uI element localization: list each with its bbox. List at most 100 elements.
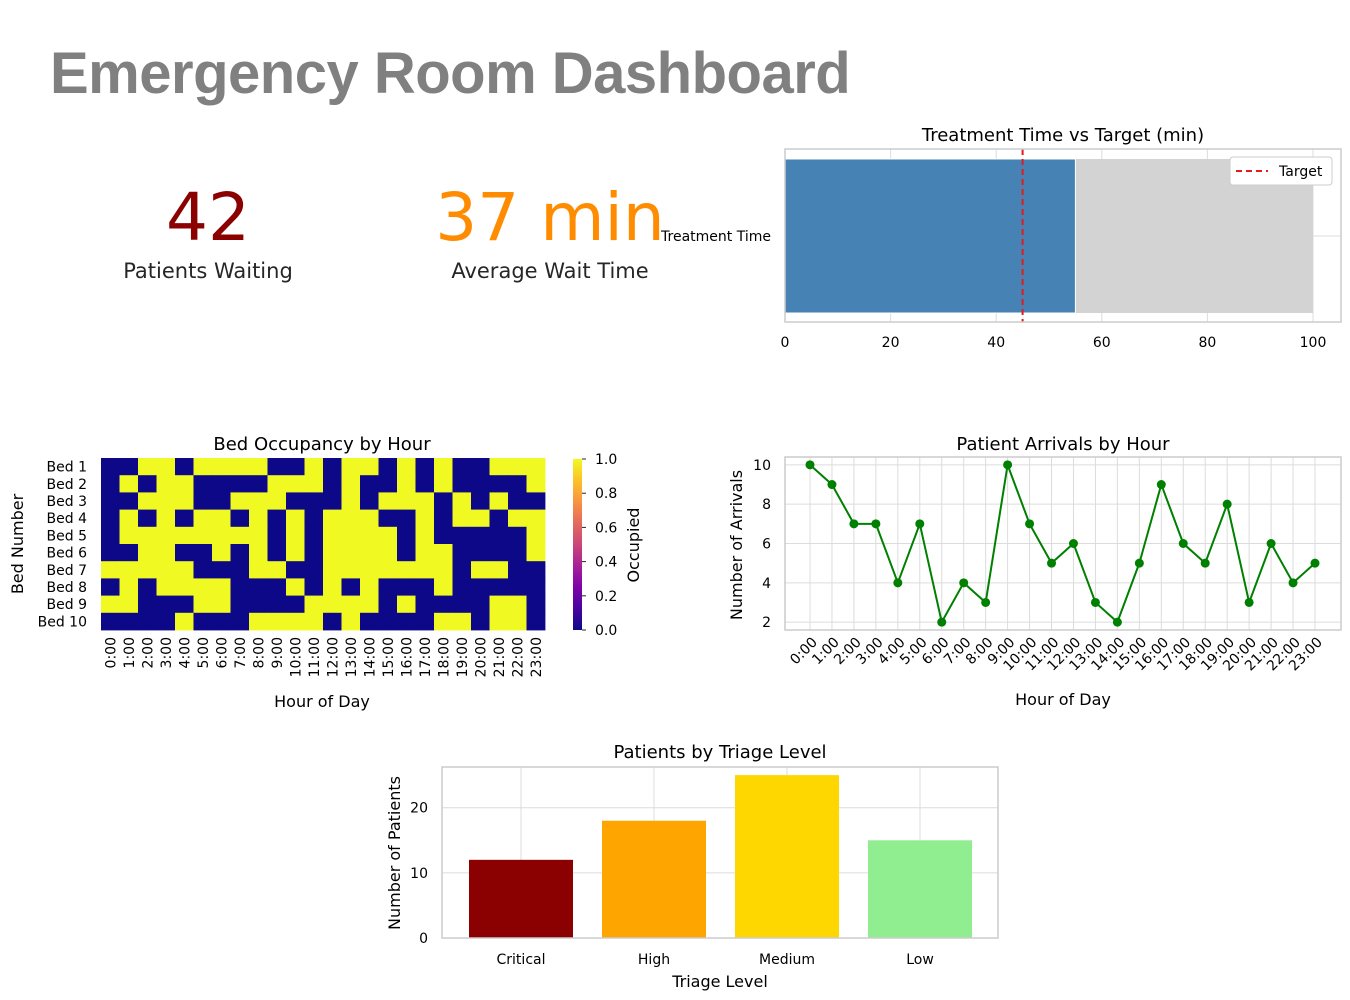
- heatmap-cell: [286, 458, 305, 476]
- heatmap-cell: [267, 544, 287, 562]
- heatmap-cell: [378, 458, 398, 476]
- chart-title: Treatment Time vs Target (min): [921, 125, 1204, 146]
- heatmap-cell: [119, 544, 139, 562]
- heatmap-cell: [323, 526, 342, 545]
- heatmap-cell: [138, 492, 157, 510]
- heatmap-cell: [101, 544, 120, 562]
- heatmap-cell: [230, 509, 250, 528]
- data-point: [915, 519, 925, 529]
- y-tick-label: Bed 7: [47, 563, 87, 579]
- x-tick-label: 7:00: [233, 637, 249, 668]
- heatmap-cell: [341, 595, 361, 614]
- heatmap-cell: [286, 492, 305, 510]
- data-point: [1003, 460, 1013, 470]
- heatmap-cell: [230, 492, 250, 510]
- heatmap-cell: [489, 526, 509, 545]
- heatmap-cell: [304, 595, 324, 614]
- bar-critical: [469, 859, 573, 938]
- y-tick-label: 4: [762, 576, 771, 592]
- heatmap-cell: [138, 612, 157, 631]
- heatmap-cell: [175, 595, 194, 614]
- x-tick-label: 6:00: [214, 637, 230, 668]
- heatmap-cell: [489, 595, 509, 614]
- heatmap-cell: [397, 492, 416, 510]
- x-tick-label: 20:00: [473, 637, 489, 677]
- heatmap-cell: [360, 458, 379, 476]
- heatmap-cell: [434, 509, 453, 528]
- heatmap-cell: [286, 561, 305, 579]
- heatmap-cell: [508, 612, 527, 631]
- heatmap-cell: [360, 509, 379, 528]
- heatmap-cell: [101, 475, 120, 493]
- x-tick-label: 13:00: [344, 637, 360, 677]
- heatmap-cell: [175, 612, 194, 631]
- heatmap-cell: [156, 458, 176, 476]
- bar-low: [868, 840, 972, 938]
- data-point: [849, 519, 859, 529]
- heatmap-cell: [101, 526, 120, 545]
- y-axis-label: Bed Number: [8, 493, 27, 594]
- heatmap-cell: [526, 544, 546, 562]
- heatmap-cell: [323, 612, 342, 631]
- heatmap-cell: [397, 475, 416, 493]
- x-tick-label: 20: [882, 335, 900, 351]
- heatmap-cell: [101, 595, 120, 614]
- x-tick-label: 14:00: [362, 637, 378, 677]
- heatmap-cell: [119, 595, 139, 614]
- heatmap-cell: [212, 578, 231, 596]
- heatmap-cell: [267, 612, 287, 631]
- chart-title: Patients by Triage Level: [613, 742, 826, 763]
- x-tick-label: 15:00: [381, 637, 397, 677]
- heatmap-cell: [360, 561, 379, 579]
- heatmap-cell: [138, 578, 157, 596]
- treatment-time-chart: Treatment Time vs Target (min) 0 20 40 60 80 1…: [660, 125, 1342, 351]
- heatmap-cell: [434, 544, 453, 562]
- x-tick-label: 17:00: [418, 637, 434, 677]
- x-tick-label: 22:00: [510, 637, 526, 677]
- heatmap-cell: [156, 561, 176, 579]
- heatmap-cell: [119, 612, 139, 631]
- heatmap-cell: [175, 526, 194, 545]
- heatmap-cell: [434, 475, 453, 493]
- x-tick-label: 100: [1300, 335, 1327, 351]
- heatmap-cell: [397, 509, 416, 528]
- heatmap-cell: [489, 612, 509, 631]
- heatmap-cell: [138, 475, 157, 493]
- heatmap-cell: [230, 612, 250, 631]
- heatmap-cell: [119, 561, 139, 579]
- heatmap-cell: [508, 475, 527, 493]
- heatmap-cell: [249, 492, 268, 510]
- heatmap-cell: [138, 561, 157, 579]
- heatmap-cell: [378, 561, 398, 579]
- heatmap-cell: [452, 544, 472, 562]
- heatmap-cell: [101, 492, 120, 510]
- heatmap-cell: [378, 544, 398, 562]
- heatmap-cell: [175, 544, 194, 562]
- data-point: [1047, 558, 1057, 568]
- heatmap-cell: [434, 492, 453, 510]
- heatmap-cell: [286, 544, 305, 562]
- data-point: [937, 617, 947, 627]
- y-tick-label: 20: [410, 801, 428, 817]
- heatmap-cell: [415, 458, 435, 476]
- colorbar-tick-label: 1.0: [595, 452, 617, 468]
- plot-frame: [784, 456, 1342, 631]
- y-tick-label: Bed 3: [47, 494, 87, 510]
- heatmap-cell: [508, 561, 527, 579]
- heatmap-cell: [138, 458, 157, 476]
- heatmap-cell: [415, 509, 435, 528]
- data-point: [805, 460, 815, 470]
- heatmap-cell: [138, 595, 157, 614]
- data-point: [1178, 539, 1188, 548]
- heatmap-cell: [341, 578, 361, 596]
- heatmap-cell: [341, 544, 361, 562]
- heatmap-cell: [156, 475, 176, 493]
- heatmap-cell: [156, 578, 176, 596]
- heatmap-cell: [452, 458, 472, 476]
- heatmap-cell: [101, 612, 120, 631]
- heatmap-cell: [415, 492, 435, 510]
- heatmap-cell: [267, 492, 287, 510]
- data-point: [1025, 519, 1035, 529]
- heatmap-cell: [193, 458, 213, 476]
